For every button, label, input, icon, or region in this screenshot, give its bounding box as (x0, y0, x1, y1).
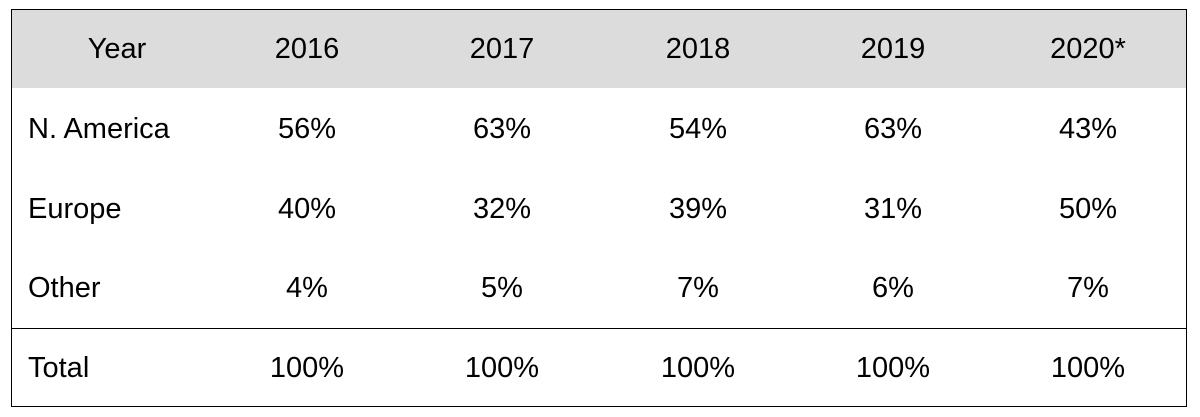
header-cell-2019: 2019 (860, 32, 926, 65)
data-table: Year 2016 2017 2018 2019 2020* N. Americ… (11, 9, 1187, 407)
row-label-total: Total (28, 351, 90, 384)
header-cell-2016: 2016 (274, 32, 340, 65)
cell-n-america-2019: 63% (863, 112, 923, 145)
header-cell-2018: 2018 (665, 32, 731, 65)
cell-europe-2020: 50% (1058, 192, 1118, 225)
cell-europe-2019: 31% (863, 192, 923, 225)
cell-n-america-2020: 43% (1058, 112, 1118, 145)
cell-other-2019: 6% (872, 271, 914, 304)
cell-n-america-2016: 56% (277, 112, 337, 145)
table-row-total: Total 100% 100% 100% 100% 100% (12, 328, 1186, 407)
header-cell-2020: 2020* (1050, 32, 1126, 65)
cell-total-2018: 100% (660, 351, 736, 384)
cell-other-2020: 7% (1067, 271, 1109, 304)
cell-other-2018: 7% (677, 271, 719, 304)
table-row-other: Other 4% 5% 7% 6% 7% (12, 248, 1186, 328)
table-header-row: Year 2016 2017 2018 2019 2020* (12, 10, 1186, 88)
cell-other-2016: 4% (286, 271, 328, 304)
row-label-other: Other (28, 271, 101, 304)
header-cell-2017: 2017 (469, 32, 535, 65)
cell-europe-2017: 32% (472, 192, 532, 225)
cell-europe-2016: 40% (277, 192, 337, 225)
cell-other-2017: 5% (481, 271, 523, 304)
cell-n-america-2018: 54% (668, 112, 728, 145)
cell-total-2017: 100% (464, 351, 540, 384)
row-label-europe: Europe (28, 192, 122, 225)
header-cell-year: Year (87, 32, 147, 65)
row-label-n-america: N. America (28, 112, 170, 145)
cell-n-america-2017: 63% (472, 112, 532, 145)
table-row-n-america: N. America 56% 63% 54% 63% 43% (12, 88, 1186, 170)
cell-total-2020: 100% (1050, 351, 1126, 384)
cell-total-2016: 100% (269, 351, 345, 384)
table-row-europe: Europe 40% 32% 39% 31% 50% (12, 170, 1186, 248)
cell-europe-2018: 39% (668, 192, 728, 225)
cell-total-2019: 100% (855, 351, 931, 384)
